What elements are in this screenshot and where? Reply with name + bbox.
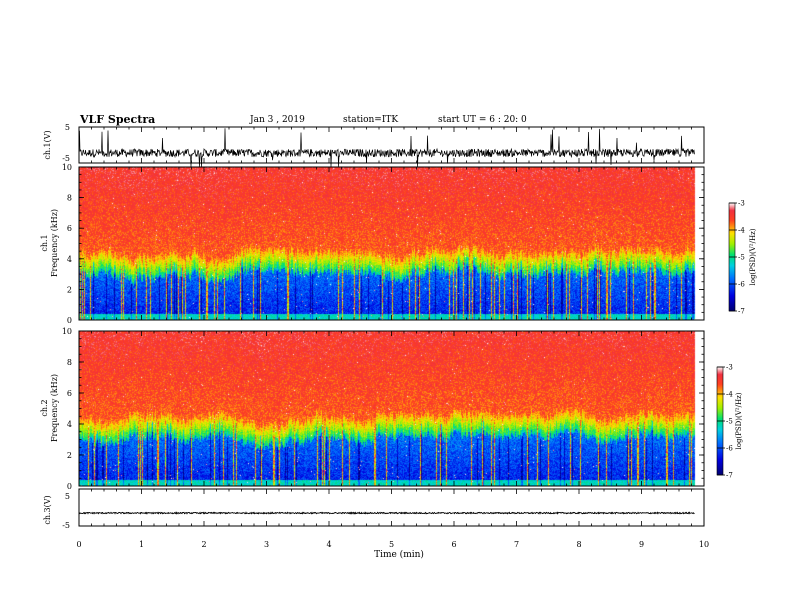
ch2-spectrogram-ylabel-frequency: Frequency (kHz): [50, 374, 59, 442]
x-tick-label-2: 2: [201, 540, 206, 549]
x-tick-label-5: 5: [389, 540, 394, 549]
y-tick-label-0: 0: [67, 482, 72, 491]
ch3-waveform-panel: 5 -5 ch.3(V) 0 1 2 3 4 5 6 7 8 9 10 Time (min): [43, 488, 709, 560]
x-tick-label-8: 8: [576, 540, 581, 549]
y-tick-label-6: 6: [67, 389, 72, 398]
ch1-colorbar-ticks: -3 -4 -5 -6 -7: [729, 200, 745, 316]
ch1-waveform-panel: 5 -5 ch.1(V): [43, 123, 705, 167]
ch3-ytick-top: 5: [65, 492, 70, 501]
time-axis-tick-labels: 0 1 2 3 4 5 6 7 8 9 10: [76, 540, 709, 549]
colorbar-tick-label--4: -4: [738, 227, 745, 235]
x-tick-label-9: 9: [639, 540, 644, 549]
y-tick-label-4: 4: [67, 420, 72, 429]
figure-title: VLF Spectra: [79, 113, 155, 126]
ch2-spectrogram-heatmap: [79, 331, 704, 486]
y-tick-label-0: 0: [67, 316, 72, 325]
colorbar-tick-label--7: -7: [738, 308, 745, 316]
x-tick-label-10: 10: [699, 540, 709, 549]
time-axis-label: Time (min): [374, 549, 424, 560]
x-tick-label-0: 0: [76, 540, 81, 549]
colorbar-tick-label--3: -3: [738, 200, 745, 208]
ch2-spectrogram-ylabel-channel: ch.2: [40, 399, 49, 416]
ch3-waveform-xticks: [78, 489, 705, 526]
y-tick-label-8: 8: [67, 194, 72, 203]
ch1-colorbar-label: log(PSD)(V²/Hz): [749, 228, 757, 285]
x-tick-label-7: 7: [514, 540, 519, 549]
start-time-label: start UT = 6 : 20: 0: [438, 115, 527, 125]
ch3-ytick-bottom: -5: [62, 521, 70, 530]
ch2-spectrogram-yticks: 0 2 4 6 8 10: [62, 327, 704, 491]
ch1-waveform-trace: [78, 128, 695, 167]
colorbar-tick-label--5: -5: [738, 254, 745, 262]
y-tick-label-8: 8: [67, 358, 72, 367]
ch1-ytick-bottom: -5: [62, 154, 70, 163]
y-tick-label-10: 10: [62, 163, 72, 172]
ch1-spectrogram-heatmap: [79, 167, 704, 320]
x-tick-label-6: 6: [451, 540, 456, 549]
colorbar-tick-label--6: -6: [738, 281, 745, 289]
station-label: station=ITK: [343, 115, 398, 125]
ch1-spectrogram-ylabel-channel: ch.1: [40, 234, 49, 251]
y-tick-label-10: 10: [62, 327, 72, 336]
ch2-spectrogram-xticks: [78, 331, 705, 486]
y-tick-label-2: 2: [67, 285, 72, 294]
ch3-waveform-trace: [78, 511, 695, 515]
ch2-colorbar-label: log(PSD)(V²/Hz): [735, 392, 743, 449]
x-tick-label-4: 4: [326, 540, 331, 549]
colorbar-tick-label--4: -4: [726, 391, 733, 399]
ch1-waveform-xticks: [78, 127, 705, 163]
ch1-ytick-top: 5: [65, 123, 70, 132]
y-tick-label-4: 4: [67, 255, 72, 264]
colorbar-tick-label--7: -7: [726, 472, 733, 480]
ch1-spectrogram-xticks: [78, 167, 705, 320]
date-label: Jan 3 , 2019: [249, 115, 305, 125]
colorbar-tick-label--6: -6: [726, 445, 733, 453]
y-tick-label-2: 2: [67, 451, 72, 460]
ch2-colorbar-ticks: -3 -4 -5 -6 -7: [717, 364, 733, 480]
y-tick-label-6: 6: [67, 224, 72, 233]
colorbar-tick-label--3: -3: [726, 364, 733, 372]
ch1-spectrogram-yticks: 0 2 4 6 8 10: [62, 163, 704, 325]
ch3-waveform-ylabel: ch.3(V): [43, 495, 52, 524]
x-tick-label-3: 3: [264, 540, 269, 549]
x-tick-label-1: 1: [139, 540, 144, 549]
colorbar-tick-label--5: -5: [726, 418, 733, 426]
ch1-spectrogram-ylabel-frequency: Frequency (kHz): [50, 209, 59, 277]
ch1-waveform-ylabel: ch.1(V): [43, 130, 52, 159]
